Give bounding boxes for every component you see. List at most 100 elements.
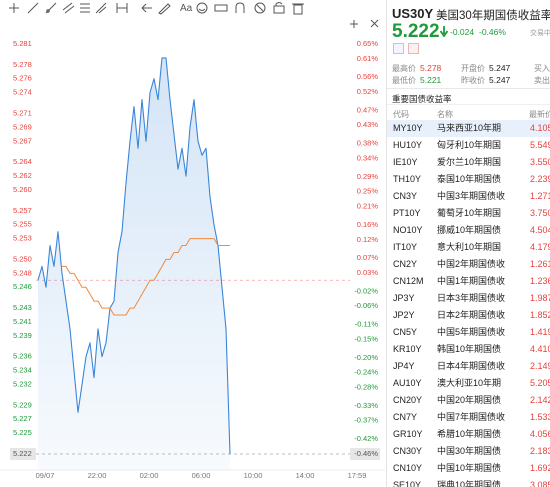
- table-row[interactable]: CN30Y 中国30年期国债 2.183: [387, 443, 550, 460]
- eye-tool[interactable]: [273, 2, 285, 14]
- toolbar: Aa: [9, 2, 379, 28]
- y2-tick-label: 0.47%: [357, 105, 379, 114]
- y-tick-label: 5.239: [13, 331, 32, 340]
- table-row[interactable]: KR10Y 韩国10年期国债 4.410: [387, 341, 550, 358]
- cell-name: 日本2年期国债收: [437, 310, 506, 320]
- list-button[interactable]: [393, 43, 404, 54]
- text-tool[interactable]: Aa: [180, 3, 193, 14]
- arrow-tool[interactable]: [141, 3, 152, 13]
- trading-status: 交易中: [530, 30, 550, 37]
- y2-tick-label: -0.28%: [354, 382, 378, 391]
- lock-tool[interactable]: [254, 2, 266, 14]
- y-tick-label: 5.227: [13, 414, 32, 423]
- pitchfork-tool[interactable]: [95, 2, 107, 14]
- cell-name: 中国20年期国债: [437, 395, 502, 405]
- table-row[interactable]: JP3Y 日本3年期国债收 1.987: [387, 290, 550, 307]
- crosshair-tool[interactable]: [9, 3, 19, 13]
- cell-price: 4.179: [530, 242, 550, 252]
- table-row[interactable]: GR10Y 希腊10年期国债 4.056: [387, 426, 550, 443]
- cell-name: 挪威10年期国债: [437, 225, 502, 235]
- ray-tool[interactable]: [45, 2, 57, 14]
- x-tick-label: 22:00: [88, 471, 107, 480]
- divider: [387, 88, 550, 89]
- table-row[interactable]: CN3Y 中国3年期国债收 1.271: [387, 188, 550, 205]
- magnet-tool[interactable]: [235, 2, 245, 13]
- table-row[interactable]: CN10Y 中国10年期国债 1.692: [387, 460, 550, 477]
- series-line: [37, 57, 231, 455]
- cell-name: 日本4年期国债收: [437, 361, 506, 371]
- favorite-button[interactable]: [408, 43, 419, 54]
- cell-name: 中国2年期国债收: [437, 259, 506, 269]
- cell-price: 1.261: [530, 259, 550, 269]
- cell-code: CN7Y: [393, 412, 418, 422]
- cell-price: 3.085: [530, 480, 550, 487]
- instrument-name: 美国30年期国债收益率: [436, 10, 550, 22]
- line-tool[interactable]: [27, 2, 39, 14]
- y-tick-label: 5.243: [13, 303, 32, 312]
- table-row[interactable]: NO10Y 挪威10年期国债 4.504: [387, 222, 550, 239]
- stat-value: 5.247: [489, 75, 511, 85]
- table-row[interactable]: SE10Y 瑞典10年期国债 3.085: [387, 477, 550, 487]
- cell-price: 4.056: [530, 429, 550, 439]
- fib-tool[interactable]: [80, 3, 90, 13]
- symbol: US30Y: [392, 6, 434, 21]
- stat-label: 卖出价: [534, 76, 550, 85]
- table-row[interactable]: JP4Y 日本4年期国债收 2.149: [387, 358, 550, 375]
- cell-price: 1.236: [530, 276, 550, 286]
- price-change: -0.024: [450, 27, 475, 37]
- smile-tool[interactable]: [196, 2, 208, 14]
- table-row[interactable]: CN20Y 中国20年期国债 2.142: [387, 392, 550, 409]
- y-tick-label: 5.229: [13, 400, 32, 409]
- table-row[interactable]: CN2Y 中国2年期国债收 1.261: [387, 256, 550, 273]
- y-tick-label: 5.267: [13, 136, 32, 145]
- delete-tool[interactable]: [292, 3, 304, 15]
- y-tick-label: 5.246: [13, 282, 32, 291]
- stat-label: 最低价: [392, 76, 416, 85]
- y-tick-label: 5.250: [13, 254, 32, 263]
- table-row[interactable]: CN12M 中国1年期国债收 1.236: [387, 273, 550, 290]
- channel-tool[interactable]: [62, 2, 75, 14]
- y2-tick-label: -0.42%: [354, 434, 378, 443]
- table-row[interactable]: MY10Y 马来西亚10年期 4.105: [387, 120, 550, 137]
- table-row[interactable]: HU10Y 匈牙利10年期国 5.549: [387, 137, 550, 154]
- cell-code: MY10Y: [393, 123, 423, 133]
- cell-name: 意大利10年期国: [437, 242, 502, 252]
- cell-name: 中国30年期国债: [437, 446, 502, 456]
- cell-code: CN5Y: [393, 327, 418, 337]
- cell-name: 葡萄牙10年期国: [437, 208, 502, 218]
- table-row[interactable]: PT10Y 葡萄牙10年期国 3.750: [387, 205, 550, 222]
- ruler-tool[interactable]: [214, 4, 228, 12]
- area-fill: [38, 57, 230, 470]
- yield-table: MY10Y 马来西亚10年期 4.105 HU10Y 匈牙利10年期国 5.549 IE10…: [387, 120, 550, 487]
- cell-price: 1.533: [530, 412, 550, 422]
- table-row[interactable]: AU10Y 澳大利亚10年期 5.205: [387, 375, 550, 392]
- close-button[interactable]: [370, 19, 379, 28]
- zoom-in-button[interactable]: [350, 20, 358, 28]
- cell-code: CN20Y: [393, 395, 423, 405]
- y-tick-label: 5.225: [13, 428, 32, 437]
- x-tick-label: 10:00: [244, 471, 263, 480]
- table-row[interactable]: IE10Y 爱尔兰10年期国 3.550: [387, 154, 550, 171]
- y-tick-label: 5.276: [13, 74, 32, 83]
- cell-code: AU10Y: [393, 378, 422, 388]
- table-row[interactable]: IT10Y 意大利10年期国 4.179: [387, 239, 550, 256]
- y-tick-label: 5.255: [13, 220, 32, 229]
- cell-name: 马来西亚10年期: [437, 123, 502, 133]
- brush-tool[interactable]: [158, 3, 171, 15]
- cell-price: 4.504: [530, 225, 550, 235]
- cell-price: 1.987: [530, 293, 550, 303]
- table-row[interactable]: JP2Y 日本2年期国债收 1.852: [387, 307, 550, 324]
- table-row[interactable]: CN5Y 中国5年期国债收 1.419: [387, 324, 550, 341]
- measure-tool[interactable]: [116, 3, 128, 13]
- down-arrow: [440, 26, 448, 37]
- section-title: 重要国债收益率: [392, 94, 452, 104]
- y-tick-label: 5.241: [13, 317, 32, 326]
- divider: [387, 104, 550, 105]
- price-change-pct: -0.46%: [479, 27, 506, 37]
- y2-tick-label: 0.03%: [357, 268, 379, 277]
- y-tick-label: 5.257: [13, 206, 32, 215]
- table-row[interactable]: TH10Y 泰国10年期国债 2.239: [387, 171, 550, 188]
- cell-name: 匈牙利10年期国: [437, 140, 502, 150]
- table-row[interactable]: CN7Y 中国7年期国债收 1.533: [387, 409, 550, 426]
- cell-price: 1.692: [530, 463, 550, 473]
